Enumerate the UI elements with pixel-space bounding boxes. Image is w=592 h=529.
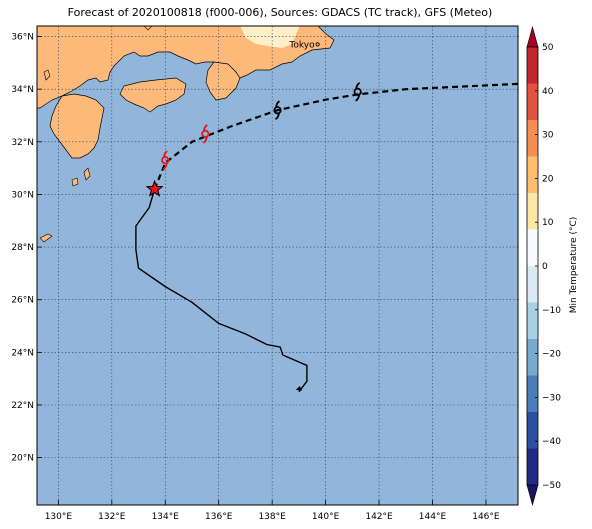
lon-label-132: 132°E <box>98 512 126 522</box>
colorbar-segment <box>527 47 538 84</box>
colorbar-tick-label: 0 <box>542 262 548 272</box>
colorbar-segment <box>527 156 538 194</box>
colorbar-extend-min <box>526 484 539 507</box>
land-island-e <box>143 26 153 31</box>
lon-label-140: 140°E <box>312 512 340 522</box>
colorbar-segment <box>527 266 538 303</box>
forecast-track-line <box>153 82 519 190</box>
storm-symbols <box>145 81 362 197</box>
current-position-star-icon <box>145 179 164 197</box>
colorbar-tick-label: 40 <box>542 87 554 97</box>
lat-label-26: 26°N <box>11 296 34 306</box>
gridlines <box>37 26 518 505</box>
lon-label-136: 136°E <box>205 512 233 522</box>
cyclone-symbol-icon <box>201 124 210 144</box>
land-island-b <box>71 177 79 187</box>
lat-label-22: 22°N <box>11 401 34 411</box>
land-honshu <box>37 26 335 109</box>
lon-label-142: 142°E <box>365 512 393 522</box>
colorbar-segment <box>527 120 538 157</box>
axis-ticks: 130°E 132°E 134°E 136°E 138°E 140°E 142°E 144°E… <box>11 33 500 522</box>
ocean-area <box>37 26 518 505</box>
city-dot <box>315 42 320 47</box>
colorbar-extend-max <box>526 25 539 48</box>
city-label-tokyo: Tokyo <box>288 40 315 50</box>
colorbar-segment <box>527 229 538 267</box>
colorbar-tick-label: −20 <box>542 350 561 360</box>
lat-label-32: 32°N <box>11 138 34 148</box>
colorbar: 50 40 30 20 10 0 −10 −20 −30 −40 −50 <box>526 25 561 507</box>
colorbar-tick-label: 20 <box>542 174 554 184</box>
lon-label-146: 146°E <box>472 512 500 522</box>
colorbar-segment <box>527 375 538 413</box>
lon-label-130: 130°E <box>45 512 73 522</box>
colorbar-tick-label: 50 <box>542 43 554 53</box>
city-marker: Tokyo <box>288 40 320 50</box>
land-island-a <box>43 69 51 81</box>
cyclone-symbol-icon <box>273 100 282 121</box>
colorbar-label: Min Temperature (°C) <box>569 217 579 314</box>
page-title: Forecast of 2020100818 (f000-006), Sourc… <box>67 6 493 19</box>
lat-label-24: 24°N <box>11 348 34 358</box>
lat-label-28: 28°N <box>11 243 34 253</box>
lon-label-138: 138°E <box>258 512 286 522</box>
past-track-line <box>135 189 308 393</box>
colorbar-tick-label: 30 <box>542 131 554 141</box>
colorbar-segment <box>527 83 538 121</box>
colorbar-tick-label: −40 <box>542 437 561 447</box>
colorbar-tick-label: 10 <box>542 218 554 228</box>
cyclone-symbol-icon <box>353 81 362 102</box>
colorbar-tick-label: −10 <box>542 306 561 316</box>
lon-label-144: 144°E <box>419 512 447 522</box>
track-start-arrow <box>295 385 302 391</box>
land-island-c <box>83 167 91 181</box>
colorbar-segment <box>527 339 538 376</box>
land-island-d <box>39 233 53 243</box>
colorbar-segment <box>527 193 538 230</box>
lat-label-36: 36°N <box>11 33 34 43</box>
colorbar-segment <box>527 302 538 340</box>
land-shikoku <box>119 77 187 113</box>
map-frame <box>36 25 519 506</box>
colorbar-tick-label: −30 <box>542 393 561 403</box>
land-cool-area <box>240 26 300 48</box>
lon-label-134: 134°E <box>152 512 180 522</box>
lat-label-34: 34°N <box>11 85 34 95</box>
lat-label-30: 30°N <box>11 190 34 200</box>
storm-track <box>135 82 519 393</box>
colorbar-segment <box>527 412 538 449</box>
cyclone-symbol-icon <box>161 150 170 171</box>
land-layer <box>37 26 335 243</box>
land-kii <box>205 61 241 101</box>
colorbar-segment <box>527 448 538 486</box>
colorbar-tick-label: −50 <box>542 481 561 491</box>
lat-label-20: 20°N <box>11 454 34 464</box>
